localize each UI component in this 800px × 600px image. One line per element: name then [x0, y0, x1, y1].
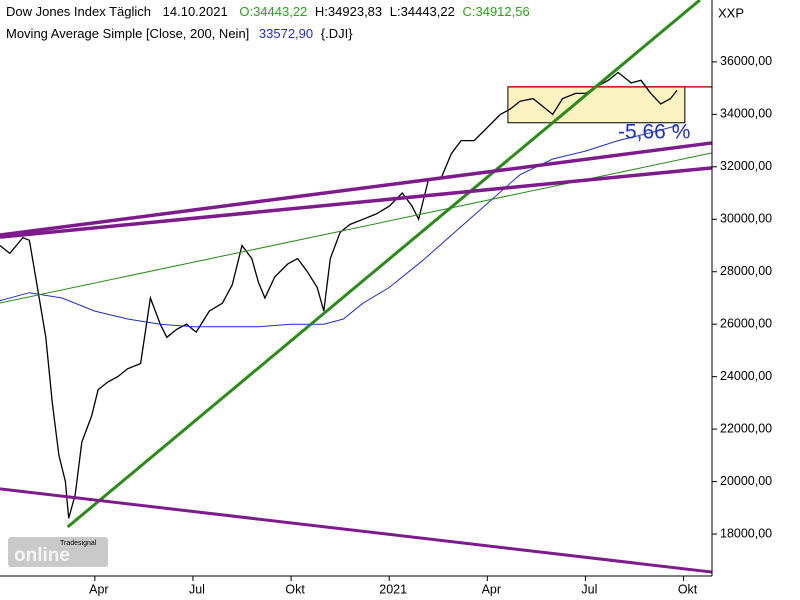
- header-line: Dow Jones Index Täglich 14.10.2021 O:344…: [6, 4, 530, 19]
- watermark: Tradesignal: [60, 540, 97, 547]
- series-name: Dow Jones Index Täglich: [6, 4, 151, 19]
- y-tick-label: 22000,00: [720, 421, 772, 435]
- x-tick-label: Okt: [285, 582, 305, 596]
- y-tick-label: 32000,00: [720, 159, 772, 173]
- annotation: -5,66 %: [618, 121, 690, 144]
- trend-line: [0, 487, 713, 574]
- y-tick-label: 36000,00: [720, 54, 772, 68]
- series-line: [0, 71, 678, 519]
- y-tick-label: 30000,00: [720, 212, 772, 226]
- y-tick-label: 28000,00: [720, 264, 772, 278]
- series-line: [0, 125, 678, 328]
- symbol: {.DJI}: [321, 26, 353, 41]
- x-tick-label: 2021: [379, 582, 407, 596]
- y-tick-label: 18000,00: [720, 526, 772, 540]
- header-line: Moving Average Simple [Close, 200, Nein]…: [6, 26, 353, 41]
- trend-line: [0, 166, 713, 239]
- x-tick-label: Jul: [581, 582, 597, 596]
- y-tick-label: 34000,00: [720, 107, 772, 121]
- range-box: [507, 86, 686, 124]
- low: L:34443,22: [390, 4, 455, 19]
- trend-line: [66, 0, 701, 529]
- plot-area: [0, 0, 713, 574]
- date: 14.10.2021: [163, 4, 228, 19]
- x-tick-label: Okt: [678, 582, 698, 596]
- close: C:34912,56: [462, 4, 529, 19]
- y-tick-label: 24000,00: [720, 369, 772, 383]
- watermark-box: [8, 537, 108, 567]
- series-name: Moving Average Simple [Close, 200, Nein]: [6, 26, 249, 41]
- ma-value: 33572,90: [259, 26, 313, 41]
- axis-label: XXP: [718, 5, 744, 20]
- x-tick-label: Apr: [89, 582, 108, 596]
- x-tick-label: Jul: [189, 582, 205, 596]
- y-tick-label: 20000,00: [720, 474, 772, 488]
- high: H:34923,83: [315, 4, 382, 19]
- x-tick-label: Apr: [482, 582, 501, 596]
- trend-line: [0, 141, 713, 237]
- open: O:34443,22: [239, 4, 307, 19]
- watermark: online: [14, 545, 70, 566]
- y-tick-label: 26000,00: [720, 316, 772, 330]
